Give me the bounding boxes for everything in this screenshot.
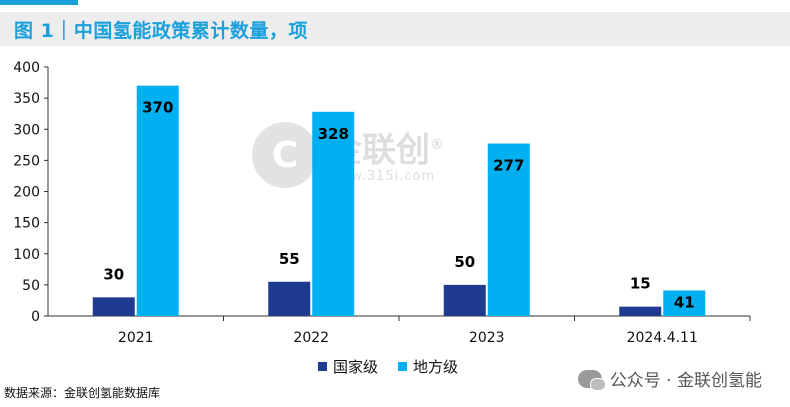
data-label: 15 <box>630 275 651 293</box>
y-tick-label: 150 <box>13 216 40 232</box>
data-source: 数据来源：金联创氢能数据库 <box>4 386 161 400</box>
bar-local <box>136 85 179 316</box>
legend-label-national: 国家级 <box>333 358 379 376</box>
y-tick-label: 0 <box>31 309 40 325</box>
legend-item-national: 国家级 <box>318 356 378 377</box>
legend: 国家级 地方级 <box>318 356 478 377</box>
watermark-site: www.315i.com <box>328 169 436 185</box>
bar-national <box>443 284 486 316</box>
bar-local <box>663 290 706 316</box>
legend-item-local: 地方级 <box>398 356 458 377</box>
legend-swatch-local <box>398 362 408 371</box>
y-tick-label: 50 <box>22 278 40 294</box>
watermark-logo-icon: C <box>252 122 318 188</box>
title-bar: 图 1｜中国氢能政策累计数量，项 <box>0 12 790 46</box>
bar-national <box>92 297 135 316</box>
data-label: 30 <box>103 265 124 283</box>
title-accent-bar <box>0 0 78 5</box>
wechat-icon <box>577 369 606 391</box>
y-tick-label: 400 <box>13 60 40 76</box>
chart-title: 图 1｜中国氢能政策累计数量，项 <box>14 19 308 42</box>
data-label: 277 <box>493 157 524 175</box>
data-label: 55 <box>279 250 300 268</box>
bar-national <box>619 306 662 316</box>
legend-swatch-national <box>318 362 327 371</box>
y-tick-label: 100 <box>13 247 40 263</box>
bar-local <box>312 111 355 316</box>
bar-national <box>268 281 311 316</box>
y-tick-label: 200 <box>13 185 40 201</box>
data-label: 50 <box>454 253 475 271</box>
bar-local <box>487 143 530 316</box>
x-tick-label: 2024.4.11 <box>627 330 698 346</box>
footer-account-label: 公众号 · 金联创氢能 <box>609 371 762 391</box>
data-label: 370 <box>142 99 173 117</box>
data-label: 328 <box>318 125 349 143</box>
legend-label-local: 地方级 <box>413 358 459 376</box>
y-tick-label: 250 <box>13 153 40 169</box>
footer-account: 公众号 · 金联创氢能 <box>577 366 762 391</box>
watermark-registered: ® <box>430 136 444 153</box>
x-tick-label: 2023 <box>469 330 505 346</box>
x-tick-label: 2021 <box>118 330 154 346</box>
data-label: 41 <box>674 293 695 311</box>
y-tick-label: 300 <box>13 122 40 138</box>
x-tick-label: 2022 <box>293 330 329 346</box>
y-tick-label: 350 <box>13 91 40 107</box>
